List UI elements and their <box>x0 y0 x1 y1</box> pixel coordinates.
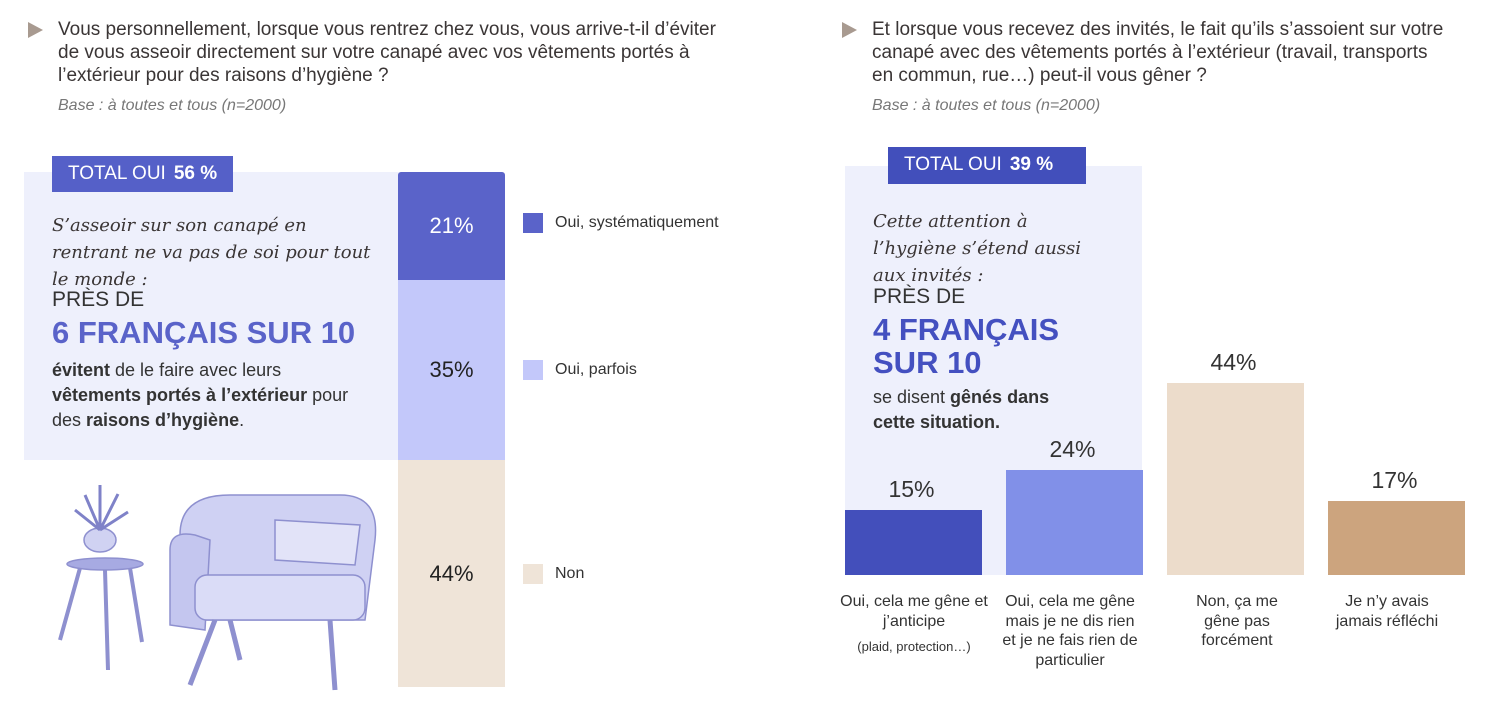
left-summary-panel <box>24 172 399 460</box>
text: pour des <box>52 385 349 430</box>
bar-value-label: 17% <box>1371 466 1418 493</box>
left-headline: 6 FRANÇAIS SUR 10 <box>52 315 356 350</box>
left-body: évitent de le faire avec leurs vêtements… <box>52 358 372 433</box>
right-base: Base : à toutes et tous (n=2000) <box>872 97 1101 114</box>
category-text: Non, ça me gêne pas forcément <box>1196 593 1278 649</box>
segment-label: 44% <box>429 560 474 586</box>
legend-item: Oui, parfois <box>523 360 723 381</box>
legend-label: Oui, systématiquement <box>555 214 719 231</box>
category-note: (plaid, protection…) <box>857 639 971 654</box>
total-value: 56 % <box>173 163 218 184</box>
segment-label: 35% <box>429 357 474 383</box>
legend-swatch <box>523 360 543 381</box>
legend-swatch <box>523 213 543 233</box>
category-label: Oui, cela me gêne mais je ne dis rien et… <box>1000 592 1140 670</box>
total-label: TOTAL OUI <box>904 154 1002 175</box>
category-text: Je n’y avais jamais réfléchi <box>1335 593 1439 630</box>
total-value: 39 % <box>1009 154 1054 175</box>
segment-label: 21% <box>429 213 474 239</box>
left-intro: S’asseoir sur son canapé en rentrant ne … <box>52 215 371 290</box>
right-total-badge: TOTAL OUI 39 % <box>888 147 1086 184</box>
bar-value-label: 24% <box>1049 436 1096 463</box>
category-text: Oui, cela me gêne et j’anticipe <box>840 593 988 630</box>
bar <box>1006 470 1143 575</box>
bar-value-label: 44% <box>1210 349 1257 375</box>
right-headline: 4 FRANÇAIS SUR 10 <box>873 312 1060 380</box>
legend-label: Non <box>555 564 585 582</box>
stacked-segment: 35% <box>398 280 505 461</box>
armchair-illustration <box>58 485 377 691</box>
stacked-segment: 44% <box>398 460 505 687</box>
text: se disent <box>873 387 951 407</box>
right-pres: PRÈS DE <box>873 285 966 308</box>
total-label: TOTAL OUI <box>68 163 166 184</box>
legend-item: Oui, systématiquement <box>523 213 723 233</box>
bold-text: raisons d’hygiène <box>86 410 240 430</box>
left-total-badge: TOTAL OUI 56 % <box>52 156 234 192</box>
right-body: se disent gênés dans cette situation. <box>873 385 1093 435</box>
legend-swatch <box>523 563 543 584</box>
legend-label: Oui, parfois <box>555 361 637 379</box>
category-label: Je n’y avais jamais réfléchi <box>1322 592 1452 631</box>
text: . <box>239 410 245 430</box>
text: de le faire avec leurs <box>110 360 282 380</box>
left-question: Vous personnellement, lorsque vous rentr… <box>58 19 716 86</box>
bar <box>1167 383 1304 575</box>
stacked-segment: 21% <box>398 172 505 281</box>
bar <box>845 509 982 575</box>
bold-text: évitent <box>52 360 111 380</box>
bar <box>1328 500 1465 575</box>
triangle-bullet-icon <box>842 22 857 38</box>
right-intro: Cette attention à l’hygiène s’étend auss… <box>873 211 1082 286</box>
left-base: Base : à toutes et tous (n=2000) <box>58 97 287 114</box>
right-question: Et lorsque vous recevez des invités, le … <box>872 19 1444 86</box>
category-label: Non, ça me gêne pas forcément <box>1177 592 1297 651</box>
left-pres: PRÈS DE <box>52 288 145 311</box>
legend-item: Non <box>523 563 723 584</box>
category-label: Oui, cela me gêne et j’anticipe (plaid, p… <box>839 592 989 657</box>
triangle-bullet-icon <box>28 22 43 38</box>
bar-value-label: 15% <box>888 475 935 502</box>
bold-text: vêtements portés à l’extérieur <box>52 385 308 405</box>
bold-text: gênés dans cette situation. <box>873 387 1050 432</box>
category-text: Oui, cela me gêne mais je ne dis rien et… <box>1002 593 1138 669</box>
